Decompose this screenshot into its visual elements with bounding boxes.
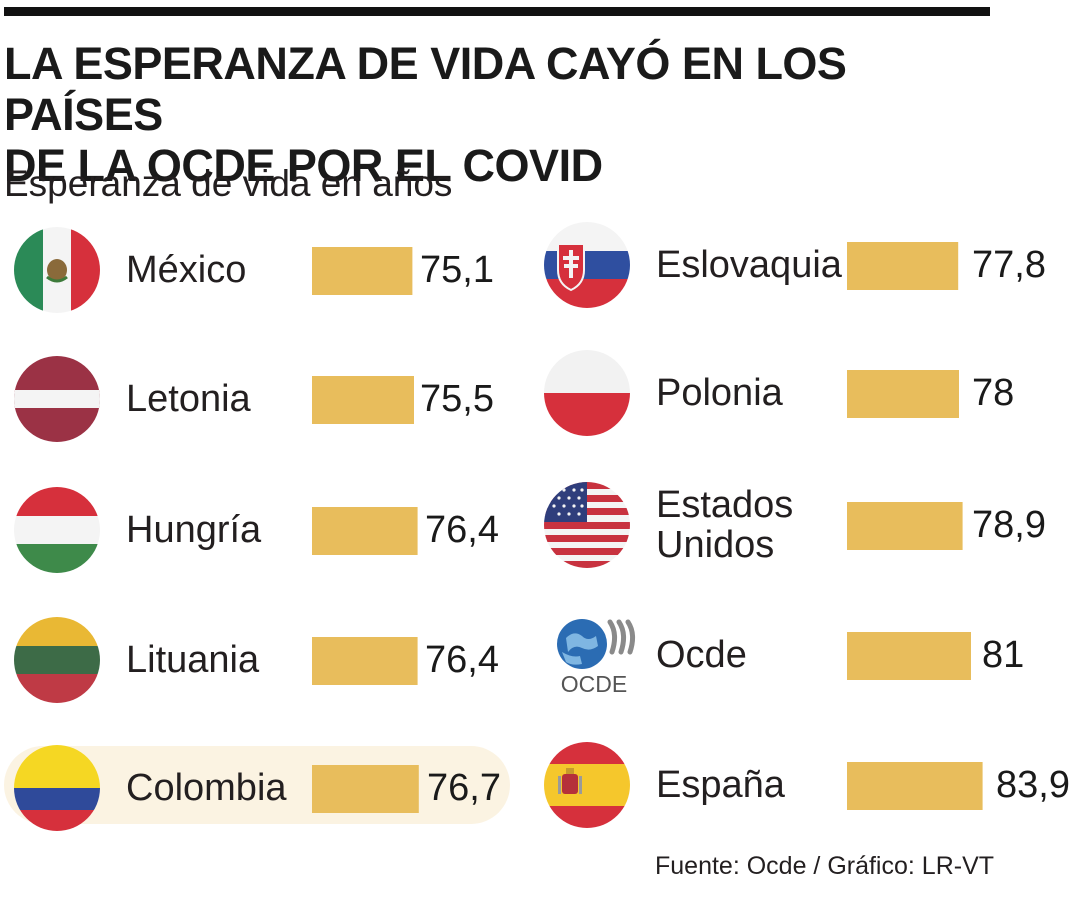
country-label: Eslovaquia [656,244,842,286]
bar-1 [312,376,414,424]
country-label: Polonia [656,372,783,414]
spain-flag-icon [544,742,630,828]
country-label: Hungría [126,509,262,551]
country-label: Letonia [126,378,251,420]
chart-title: LA ESPERANZA DE VIDA CAYÓ EN LOS PAÍSES … [4,38,1004,191]
value-label: 76,7 [427,766,501,809]
country-label: Ocde [656,634,747,676]
ocde-logo-text: OCDE [561,671,627,697]
value-label: 76,4 [425,638,499,681]
title-line-2: DE LA OCDE POR EL COVID [4,140,603,191]
country-label: Lituania [126,639,260,681]
bar-6 [847,370,959,418]
bar-9 [847,762,983,810]
colombia-flag-icon [14,745,100,831]
value-label: 75,1 [420,248,494,291]
value-label: 83,9 [996,763,1070,806]
bar-3 [312,637,418,685]
bar-8 [847,632,971,680]
lithuania-flag-icon [14,617,100,703]
country-label: Colombia [126,767,287,809]
chart-subtitle: Esperanza de vida en años [4,163,453,204]
bar-7 [847,502,963,550]
bar-5 [847,242,959,290]
hungary-flag-icon [14,487,100,573]
value-label: 75,5 [420,377,494,420]
usa-flag-icon [544,482,630,568]
value-label: 81 [982,633,1025,676]
country-label: España [656,764,785,806]
slovakia-flag-icon [544,222,630,308]
country-label: México [126,249,247,291]
poland-flag-icon [544,350,630,436]
source-note: Fuente: Ocde / Gráfico: LR-VT [655,852,995,880]
bar-0 [312,247,413,295]
value-label: 76,4 [425,508,499,551]
bar-2 [312,507,418,555]
ocde-logo-icon: OCDE [552,612,638,698]
country-label: Estados Unidos [656,484,794,566]
value-label: 78,9 [972,503,1046,546]
mexico-flag-icon [14,227,100,313]
value-label: 78 [972,371,1015,414]
value-label: 77,8 [972,243,1046,286]
latvia-flag-icon [14,356,100,442]
title-line-1: LA ESPERANZA DE VIDA CAYÓ EN LOS PAÍSES [4,38,847,140]
top-rule [4,7,990,16]
